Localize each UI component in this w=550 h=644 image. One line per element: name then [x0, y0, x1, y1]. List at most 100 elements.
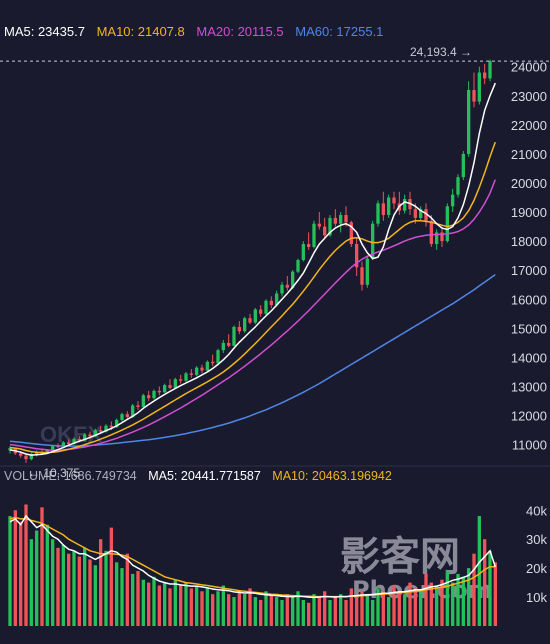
- candle-body: [45, 449, 49, 454]
- candle-body: [312, 223, 316, 247]
- volume-bar: [99, 539, 103, 626]
- candle-body: [109, 425, 113, 428]
- volume-bar: [360, 591, 364, 626]
- candle-body: [72, 438, 76, 445]
- volume-bar: [248, 588, 252, 626]
- volume-bar: [435, 585, 439, 626]
- volume-bar: [424, 573, 428, 626]
- volume-bar: [184, 582, 188, 626]
- candle-body: [67, 442, 71, 445]
- candle-body: [456, 177, 460, 195]
- candle-body: [227, 342, 231, 346]
- price-y-tick: 12000: [511, 409, 547, 424]
- candle-body: [392, 197, 396, 204]
- volume-bar: [179, 585, 183, 626]
- volume-bar: [221, 585, 225, 626]
- candle-body: [189, 373, 193, 375]
- candle-body: [296, 260, 300, 272]
- candle-body: [435, 232, 439, 245]
- volume-legend: VOLUME: 1686.749734 MA5: 20441.771587 MA…: [4, 469, 400, 483]
- candle-body: [424, 209, 428, 221]
- volume-bar: [232, 597, 236, 626]
- ma20-legend: MA20: 20115.5: [196, 24, 284, 39]
- price-y-tick: 20000: [511, 176, 547, 191]
- volume-bar: [296, 591, 300, 626]
- volume-bar: [195, 585, 199, 626]
- ma10-line: [9, 141, 497, 454]
- candle-body: [99, 430, 103, 432]
- ma10-legend: MA10: 21407.8: [96, 24, 185, 39]
- price-y-tick: 11000: [512, 438, 547, 453]
- candle-body: [371, 223, 375, 259]
- volume-bar: [408, 582, 412, 626]
- volume-bar: [397, 591, 401, 626]
- candle-body: [120, 414, 124, 420]
- vol-ma5-line: [9, 514, 497, 599]
- volume-bar: [8, 516, 12, 626]
- candle-body: [339, 214, 343, 224]
- candle-body: [445, 206, 449, 242]
- volume-bar: [77, 556, 81, 626]
- volume-bar: [211, 594, 215, 626]
- candle-body: [387, 197, 391, 215]
- volume-bar: [147, 582, 151, 626]
- volume-bar: [339, 594, 343, 626]
- volume-bar: [259, 599, 263, 626]
- candle-body: [413, 209, 417, 218]
- candle-body: [56, 446, 60, 448]
- candle-body: [200, 367, 204, 371]
- site-watermark: 影客网: [340, 534, 460, 580]
- candle-body: [483, 72, 487, 79]
- volume-bar: [312, 594, 316, 626]
- candle-body: [419, 209, 423, 218]
- volume-bar: [93, 565, 97, 626]
- volume-bar: [152, 576, 156, 626]
- volume-bar: [40, 507, 44, 626]
- ma60-legend: MA60: 17255.1: [295, 24, 384, 39]
- volume-bar: [136, 571, 140, 626]
- ma20-line: [9, 179, 496, 451]
- candle-body: [184, 373, 188, 381]
- candle-body: [301, 244, 305, 261]
- volume-bar: [45, 524, 49, 626]
- candle-body: [349, 222, 353, 245]
- candle-body: [291, 271, 295, 288]
- vol-ma10-legend: MA10: 20463.196942: [272, 469, 392, 483]
- price-y-tick: 15000: [511, 321, 547, 336]
- candle-body: [163, 385, 167, 393]
- price-y-tick: 19000: [511, 205, 547, 220]
- volume-bar: [120, 568, 124, 626]
- volume-bar: [35, 530, 39, 626]
- candle-body: [83, 434, 87, 441]
- volume-bar: [237, 591, 241, 626]
- volume-bar: [419, 591, 423, 626]
- candle-body: [216, 350, 220, 364]
- candle-body: [136, 405, 140, 407]
- candle-body: [24, 455, 28, 460]
- candle-body: [323, 226, 327, 236]
- candle-body: [152, 390, 156, 399]
- volume-bar: [216, 591, 220, 626]
- candle-body: [328, 217, 332, 236]
- volume-bar: [243, 594, 247, 626]
- volume-bar: [173, 579, 177, 626]
- candle-body: [104, 425, 108, 432]
- volume-bar: [205, 588, 209, 626]
- candle-body: [8, 448, 12, 451]
- price-y-tick: 24000: [511, 60, 547, 75]
- volume-bar: [141, 579, 145, 626]
- candle-body: [147, 395, 151, 399]
- candle-body: [472, 89, 476, 102]
- volume-y-tick: 30k: [526, 532, 547, 547]
- candle-body: [125, 414, 129, 418]
- candle-body: [317, 223, 321, 227]
- volume-bar: [365, 594, 369, 626]
- volume-bar: [328, 599, 332, 626]
- volume-bar: [445, 571, 449, 626]
- volume-bar: [291, 597, 295, 626]
- candle-body: [141, 395, 145, 407]
- ma5-line: [9, 82, 496, 456]
- volume-bar: [355, 597, 359, 626]
- candle-body: [131, 405, 135, 418]
